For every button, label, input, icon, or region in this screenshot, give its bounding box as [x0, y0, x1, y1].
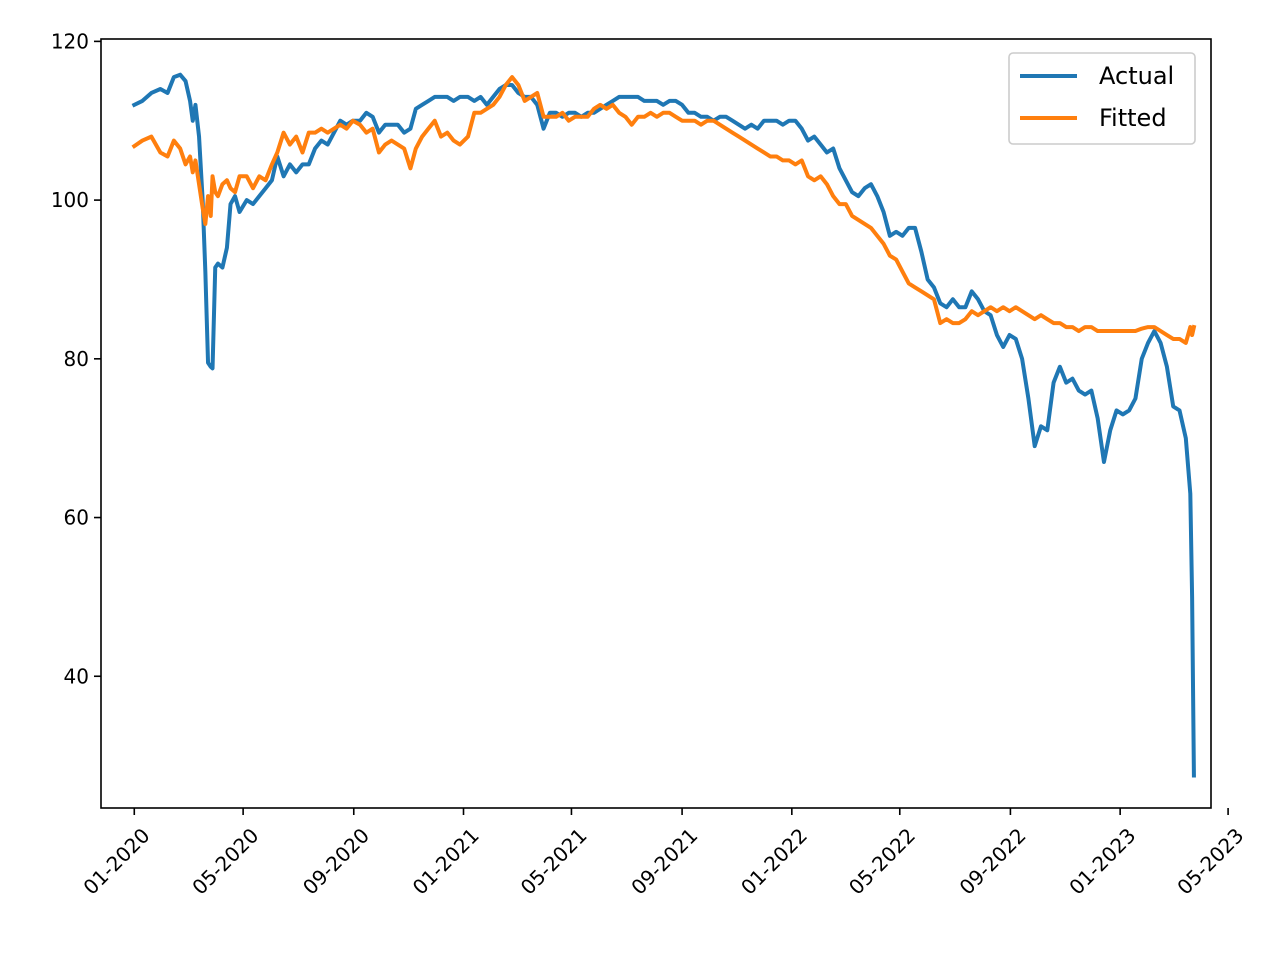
- x-tick-label: 01-2023: [1064, 823, 1140, 899]
- x-tick-label: 05-2022: [844, 823, 920, 899]
- legend: Actual Fitted: [1008, 52, 1196, 145]
- x-tick-label: 01-2022: [736, 823, 812, 899]
- plot-frame: [100, 38, 1212, 809]
- x-tick-label: 09-2021: [626, 823, 702, 899]
- x-tick-label: 01-2020: [78, 823, 154, 899]
- series-line-actual: [131, 72, 1196, 778]
- y-tick-label: 40: [64, 664, 89, 688]
- legend-label-actual: Actual: [1099, 62, 1174, 90]
- y-tick-label: 120: [51, 29, 89, 53]
- x-tick-label: 09-2022: [955, 823, 1031, 899]
- x-tick-label: 01-2021: [408, 823, 484, 899]
- x-tick-label: 09-2020: [298, 823, 374, 899]
- y-tick-label: 80: [64, 347, 89, 371]
- x-axis: 01-2020 05-2020 09-2020 01-2021 05-2021 09-20…: [78, 808, 1248, 899]
- series-line-fitted: [131, 75, 1197, 345]
- series-layer: [131, 72, 1197, 778]
- y-tick-label: 60: [64, 506, 89, 530]
- y-tick-label: 100: [51, 188, 89, 212]
- x-tick-label: 05-2021: [516, 823, 592, 899]
- x-tick-label: 05-2023: [1172, 823, 1248, 899]
- legend-label-fitted: Fitted: [1099, 104, 1167, 132]
- x-tick-label: 05-2020: [187, 823, 263, 899]
- y-axis: 40 60 80 100 120: [51, 29, 101, 688]
